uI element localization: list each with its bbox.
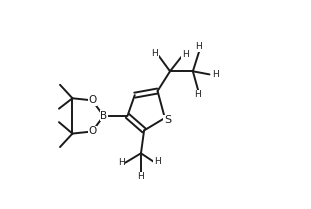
Text: H: H — [154, 157, 160, 166]
Text: H: H — [212, 70, 219, 79]
Text: S: S — [164, 116, 171, 125]
Text: H: H — [194, 90, 200, 99]
Text: O: O — [88, 95, 96, 105]
Text: B: B — [100, 111, 107, 121]
Text: H: H — [118, 158, 125, 167]
Text: H: H — [151, 49, 158, 58]
Text: H: H — [137, 172, 144, 181]
Text: H: H — [182, 50, 188, 59]
Text: O: O — [88, 126, 96, 136]
Text: H: H — [195, 42, 202, 51]
